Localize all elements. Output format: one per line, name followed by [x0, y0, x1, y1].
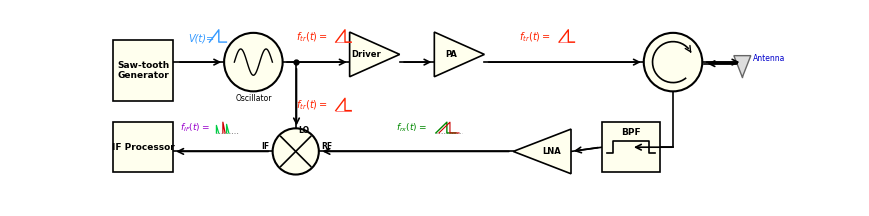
Text: $f_{tr}(t)=$: $f_{tr}(t)=$	[295, 98, 327, 112]
Polygon shape	[434, 32, 484, 77]
Polygon shape	[349, 32, 399, 77]
Polygon shape	[513, 129, 570, 174]
Text: Oscillator: Oscillator	[235, 94, 271, 103]
Circle shape	[643, 33, 701, 91]
Text: LNA: LNA	[541, 147, 561, 156]
Circle shape	[224, 33, 282, 91]
Bar	[113, 122, 173, 172]
Text: Antenna: Antenna	[753, 54, 785, 63]
Polygon shape	[733, 56, 750, 77]
Text: Saw-tooth
Generator: Saw-tooth Generator	[117, 61, 169, 80]
Text: Driver: Driver	[351, 50, 381, 59]
Bar	[601, 122, 660, 172]
Bar	[113, 40, 173, 101]
Text: $f_{rx}(t)=$: $f_{rx}(t)=$	[395, 122, 426, 135]
Text: V(t)=: V(t)=	[188, 34, 214, 44]
Text: $f_{tr}(t)=$: $f_{tr}(t)=$	[519, 30, 550, 44]
Text: LO: LO	[298, 126, 308, 135]
Text: PA: PA	[445, 50, 456, 59]
Circle shape	[272, 128, 318, 175]
Text: RF: RF	[321, 142, 332, 151]
Text: IF Processor: IF Processor	[112, 143, 175, 152]
Text: $f_{tr}(t)=$: $f_{tr}(t)=$	[295, 30, 327, 44]
Text: IF: IF	[261, 142, 269, 151]
Text: BPF: BPF	[620, 129, 640, 137]
Text: $f_{IF}(t)=$: $f_{IF}(t)=$	[180, 122, 209, 135]
